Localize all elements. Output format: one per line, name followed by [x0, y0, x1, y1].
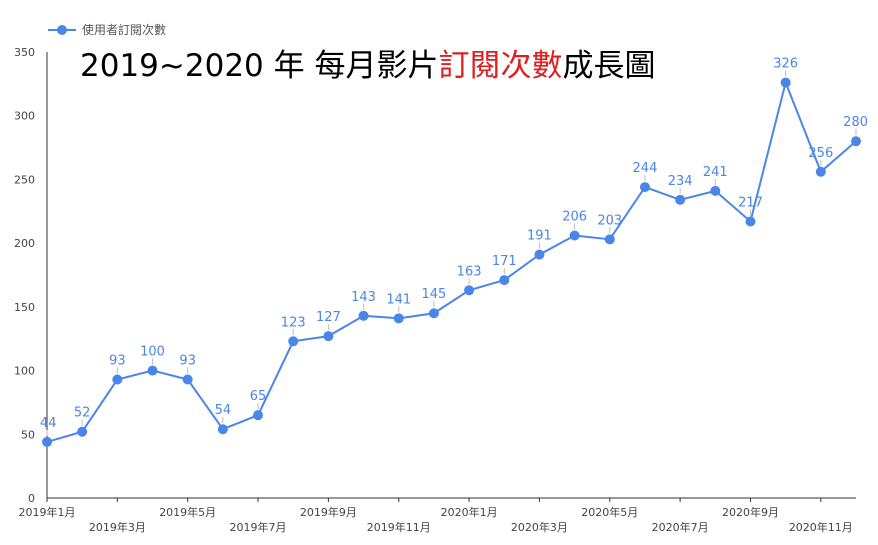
legend: 使用者訂閱次數 [48, 22, 166, 37]
x-tick-label: 2019年1月 [19, 505, 76, 519]
x-tick-label: 2020年1月 [441, 505, 498, 519]
data-label: 44 [40, 416, 57, 431]
x-tick-label: 2020年9月 [722, 505, 779, 519]
data-label: 244 [633, 161, 658, 176]
chart-title-part-2: 訂閱次數 [438, 48, 562, 84]
data-point [639, 182, 650, 193]
x-tick-label: 2020年7月 [652, 520, 709, 534]
data-label: 217 [738, 195, 763, 210]
data-point [710, 185, 721, 196]
data-label: 256 [808, 146, 833, 161]
x-tick-label: 2019年11月 [367, 520, 431, 534]
data-label: 100 [140, 345, 165, 360]
x-tick-label: 2020年11月 [789, 520, 853, 534]
data-label: 280 [843, 115, 868, 130]
y-tick-label: 200 [14, 237, 35, 250]
data-label: 127 [316, 310, 341, 325]
data-point [745, 216, 756, 227]
data-point [815, 166, 826, 177]
data-point [147, 365, 158, 376]
data-labels: 44 52 93 100 93 54 65 123 127 143 141 145 163 171 191 2… [40, 57, 868, 431]
y-tick-label: 100 [14, 365, 35, 378]
x-tick-label: 2019年5月 [159, 505, 216, 519]
data-label: 241 [703, 165, 728, 180]
data-label: 326 [773, 57, 798, 72]
data-point [393, 313, 404, 324]
data-label: 191 [527, 229, 552, 244]
data-point [569, 230, 580, 241]
data-label: 93 [179, 353, 196, 368]
data-label: 54 [215, 403, 232, 418]
data-point [464, 285, 475, 296]
data-label: 171 [492, 254, 517, 269]
data-point [77, 426, 88, 437]
data-point [534, 249, 545, 260]
data-label: 123 [281, 315, 306, 330]
data-label: 206 [562, 209, 587, 224]
y-tick-label: 250 [14, 173, 35, 186]
data-label: 145 [421, 287, 446, 302]
data-label: 93 [109, 353, 126, 368]
data-point [112, 374, 123, 385]
data-point [499, 275, 510, 286]
data-points [42, 77, 861, 447]
data-point [323, 331, 334, 342]
data-label: 203 [597, 213, 622, 228]
y-tick-label: 150 [14, 301, 35, 314]
data-label: 52 [74, 406, 91, 421]
data-point [604, 234, 615, 245]
data-point [780, 77, 791, 88]
chart-title-part-1: 2019~2020 年 每月影片 [80, 48, 438, 84]
data-point [428, 308, 439, 319]
series-line [46, 79, 857, 443]
legend-label: 使用者訂閱次數 [82, 22, 166, 37]
data-point [851, 136, 861, 147]
x-tick-label: 2020年5月 [581, 505, 638, 519]
x-tick-label: 2019年3月 [89, 520, 146, 534]
x-axis-ticks: 2019年1月 2019年3月 2019年5月 2019年7月 2019年9月 2019年… [19, 498, 853, 534]
data-point [675, 194, 686, 205]
data-label: 143 [351, 290, 376, 305]
data-point [358, 310, 369, 321]
data-point [217, 424, 228, 435]
data-label: 234 [668, 174, 693, 189]
y-axis-ticks: 0 50 100 150 200 250 300 350 [14, 46, 35, 505]
y-tick-label: 0 [28, 492, 35, 505]
x-tick-label: 2019年7月 [230, 520, 287, 534]
legend-marker-swatch [57, 25, 67, 35]
x-tick-label: 2019年9月 [300, 505, 357, 519]
data-point [182, 374, 193, 385]
data-point [253, 410, 264, 421]
y-tick-label: 350 [14, 46, 35, 59]
data-label: 65 [250, 389, 267, 404]
y-tick-label: 50 [21, 428, 35, 441]
chart-title: 2019~2020 年 每月影片訂閱次數成長圖 [80, 48, 655, 84]
y-tick-label: 300 [14, 110, 35, 123]
data-point [42, 436, 52, 447]
data-label: 141 [386, 292, 411, 307]
x-tick-label: 2020年3月 [511, 520, 568, 534]
data-label: 163 [457, 264, 482, 279]
data-label-leaders [46, 70, 857, 436]
chart-title-part-3: 成長圖 [562, 48, 655, 84]
data-point [288, 336, 299, 347]
